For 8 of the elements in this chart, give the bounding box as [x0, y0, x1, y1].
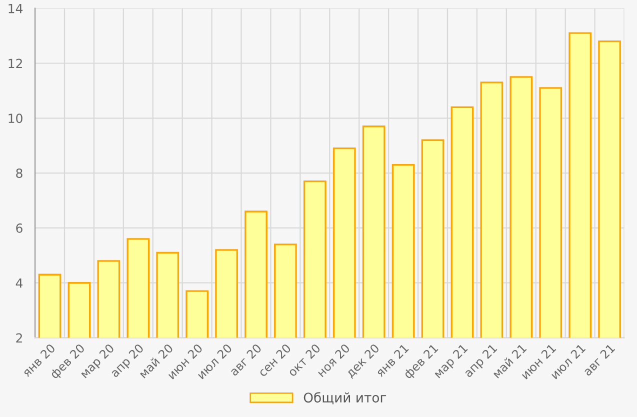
y-tick-label: 4 — [16, 278, 23, 288]
y-tick-label: 14 — [8, 4, 23, 14]
y-tick-label: 12 — [8, 58, 22, 68]
y-tick-label: 8 — [16, 168, 22, 178]
y-tick-label: 2 — [16, 333, 22, 343]
legend-label: Общий итог — [304, 392, 386, 404]
y-tick-label: 10 — [8, 114, 22, 124]
y-tick-label: 6 — [16, 223, 22, 233]
